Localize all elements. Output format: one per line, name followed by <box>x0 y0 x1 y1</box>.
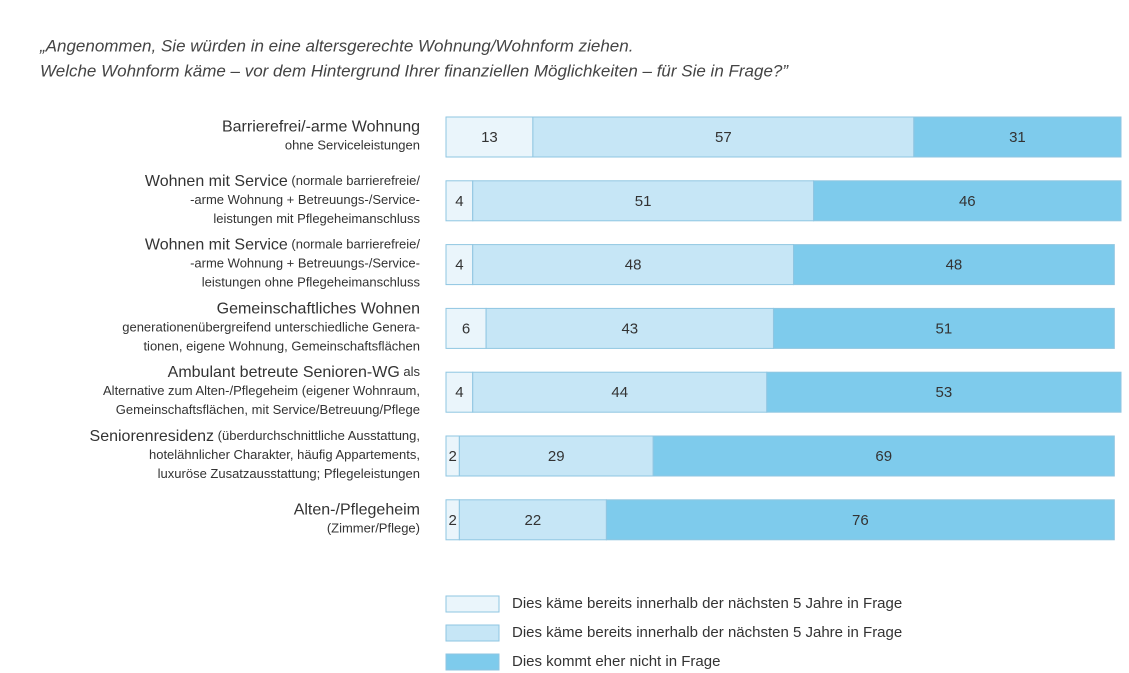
legend-label: Dies käme bereits innerhalb der nächsten… <box>512 624 902 641</box>
value-label: 4 <box>455 193 463 210</box>
value-label: 4 <box>455 257 463 274</box>
legend-swatch <box>445 653 500 671</box>
category-label-part: (normale barrierefreie/ <box>288 173 421 188</box>
category-label: Alternative zum Alten-/Pflegeheim (eigen… <box>103 384 420 399</box>
category-label: -arme Wohnung + Betreuungs-/Service- <box>190 256 420 271</box>
category-label-part: Wohnen mit Service <box>145 173 288 190</box>
category-label-part: Gemeinschaftsflächen, mit Service/Betreu… <box>116 403 420 418</box>
value-label: 53 <box>936 384 953 401</box>
legend-swatch <box>445 595 500 613</box>
value-label: 48 <box>946 257 963 274</box>
category-label: Seniorenresidenz (überdurchschnittliche … <box>90 428 420 445</box>
bar-segment <box>605 499 1115 541</box>
category-label-part: Ambulant betreute Senioren-WG <box>168 364 400 381</box>
value-label: 2 <box>449 448 457 465</box>
chart-title: „Angenommen, Sie würden in eine altersge… <box>39 36 633 55</box>
category-label-part: leistungen ohne Pflegeheimanschluss <box>202 275 421 290</box>
category-label-part: -arme Wohnung + Betreuungs-/Service- <box>190 192 420 207</box>
category-label-part: hotelähnlicher Charakter, häufig Apparte… <box>149 447 420 462</box>
category-label: ohne Serviceleistungen <box>285 138 420 153</box>
value-label: 22 <box>525 512 542 529</box>
value-label: 43 <box>621 320 638 337</box>
category-label-part: Alten-/Pflegeheim <box>294 502 420 519</box>
value-label: 6 <box>462 320 470 337</box>
category-label: Gemeinschaftliches Wohnen <box>217 301 420 318</box>
bar-segment <box>445 244 474 286</box>
category-label: leistungen mit Pflegeheimanschluss <box>213 211 420 226</box>
bar-segment <box>445 116 534 158</box>
category-label-part: (normale barrierefreie/ <box>288 237 421 252</box>
legend-label: Dies kommt eher nicht in Frage <box>512 653 720 670</box>
value-label: 2 <box>449 512 457 529</box>
category-label: Ambulant betreute Senioren-WG als <box>168 364 421 381</box>
category-label: hotelähnlicher Charakter, häufig Apparte… <box>149 447 420 462</box>
value-label: 76 <box>852 512 869 529</box>
category-label-part: -arme Wohnung + Betreuungs-/Service- <box>190 256 420 271</box>
category-label-part: als <box>400 365 421 380</box>
category-label-part: Seniorenresidenz <box>90 428 215 445</box>
category-label-part: tionen, eigene Wohnung, Gemeinschaftsflä… <box>143 339 420 354</box>
bar-segment <box>445 371 474 413</box>
value-label: 51 <box>635 193 652 210</box>
value-label: 48 <box>625 257 642 274</box>
category-label: tionen, eigene Wohnung, Gemeinschaftsflä… <box>143 339 420 354</box>
category-label: (Zimmer/Pflege) <box>327 521 420 536</box>
bar-segment <box>472 244 795 286</box>
category-label: Wohnen mit Service (normale barrierefrei… <box>145 237 420 254</box>
bar-segment <box>472 180 815 222</box>
category-label-part: Barrierefrei/-arme Wohnung <box>222 119 420 136</box>
legend-swatch <box>445 624 500 642</box>
category-label: luxuröse Zusatzausstattung; Pflegeleistu… <box>158 466 420 481</box>
value-label: 46 <box>959 193 976 210</box>
value-label: 13 <box>481 129 498 146</box>
bar-segment <box>472 371 768 413</box>
category-label: Wohnen mit Service (normale barrierefrei… <box>145 173 420 190</box>
bar-segment <box>766 371 1122 413</box>
category-label: leistungen ohne Pflegeheimanschluss <box>202 275 421 290</box>
bar-segment <box>913 116 1122 158</box>
bar-segment <box>458 499 607 541</box>
bar-segment <box>445 307 487 349</box>
category-label-part: ohne Serviceleistungen <box>285 138 420 153</box>
bar-segment <box>458 435 654 477</box>
category-label-part: Alternative zum Alten-/Pflegeheim (eigen… <box>103 384 420 399</box>
category-label: generationenübergreifend unterschiedlich… <box>122 320 420 335</box>
value-label: 31 <box>1009 129 1026 146</box>
value-label: 51 <box>936 320 953 337</box>
value-label: 4 <box>455 384 463 401</box>
category-label: Alten-/Pflegeheim <box>294 502 420 519</box>
category-label-part: leistungen mit Pflegeheimanschluss <box>213 211 420 226</box>
bar-segment <box>652 435 1115 477</box>
category-label-part: Gemeinschaftliches Wohnen <box>217 301 420 318</box>
category-label-part: (Zimmer/Pflege) <box>327 521 420 536</box>
category-label-part: generationenübergreifend unterschiedlich… <box>122 320 420 335</box>
chart-title: Welche Wohnform käme – vor dem Hintergru… <box>40 61 789 80</box>
category-label: Gemeinschaftsflächen, mit Service/Betreu… <box>116 403 420 418</box>
category-label-part: Wohnen mit Service <box>145 237 288 254</box>
bar-segment <box>772 307 1115 349</box>
bar-segment <box>813 180 1122 222</box>
value-label: 29 <box>548 448 565 465</box>
value-label: 44 <box>611 384 628 401</box>
value-label: 69 <box>875 448 892 465</box>
category-label-part: luxuröse Zusatzausstattung; Pflegeleistu… <box>158 466 420 481</box>
category-label-part: (überdurchschnittliche Ausstattung, <box>214 428 420 443</box>
category-label: -arme Wohnung + Betreuungs-/Service- <box>190 192 420 207</box>
value-label: 57 <box>715 129 732 146</box>
bar-segment <box>793 244 1115 286</box>
legend-label: Dies käme bereits innerhalb der nächsten… <box>512 595 902 612</box>
bar-segment <box>532 116 915 158</box>
category-label: Barrierefrei/-arme Wohnung <box>222 119 420 136</box>
